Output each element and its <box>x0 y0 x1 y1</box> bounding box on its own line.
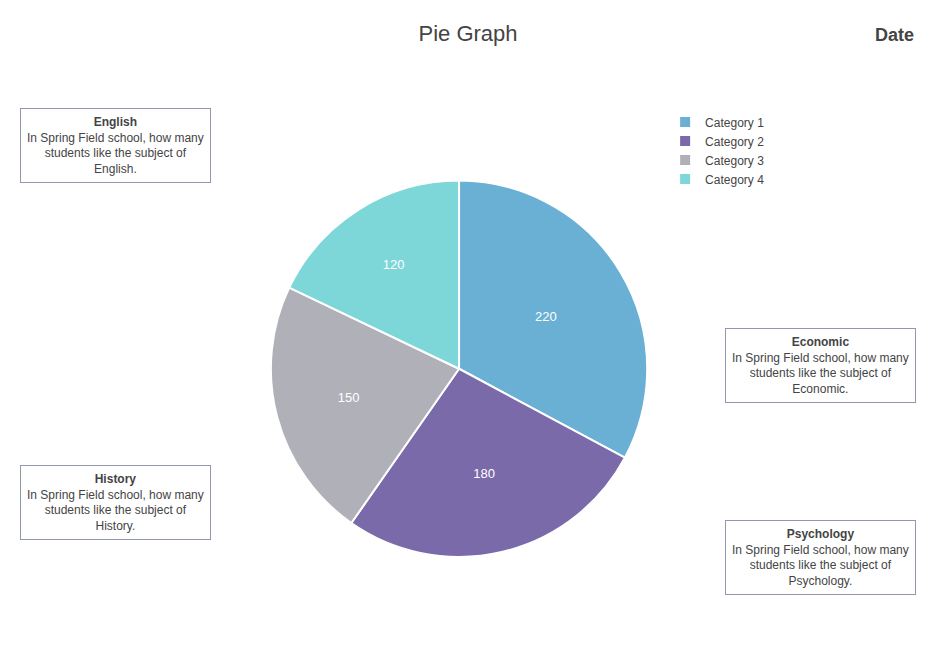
svg-text:Category 2: Category 2 <box>705 135 764 149</box>
svg-text:EconomicIn Spring Field school: EconomicIn Spring Field school, how many… <box>732 335 909 396</box>
svg-text:180: 180 <box>473 466 495 481</box>
svg-text:HistoryIn Spring Field school,: HistoryIn Spring Field school, how manys… <box>27 472 204 533</box>
svg-text:Pie Graph: Pie Graph <box>418 21 517 46</box>
svg-text:Category 3: Category 3 <box>705 154 764 168</box>
svg-text:120: 120 <box>383 257 405 272</box>
svg-text:PsychologyIn Spring Field scho: PsychologyIn Spring Field school, how ma… <box>732 527 909 588</box>
svg-text:150: 150 <box>338 390 360 405</box>
svg-text:Date: Date <box>875 25 914 45</box>
svg-text:Category 4: Category 4 <box>705 173 764 187</box>
svg-text:220: 220 <box>535 309 557 324</box>
svg-text:EnglishIn Spring Field school,: EnglishIn Spring Field school, how manys… <box>27 115 204 176</box>
svg-text:Category 1: Category 1 <box>705 116 764 130</box>
